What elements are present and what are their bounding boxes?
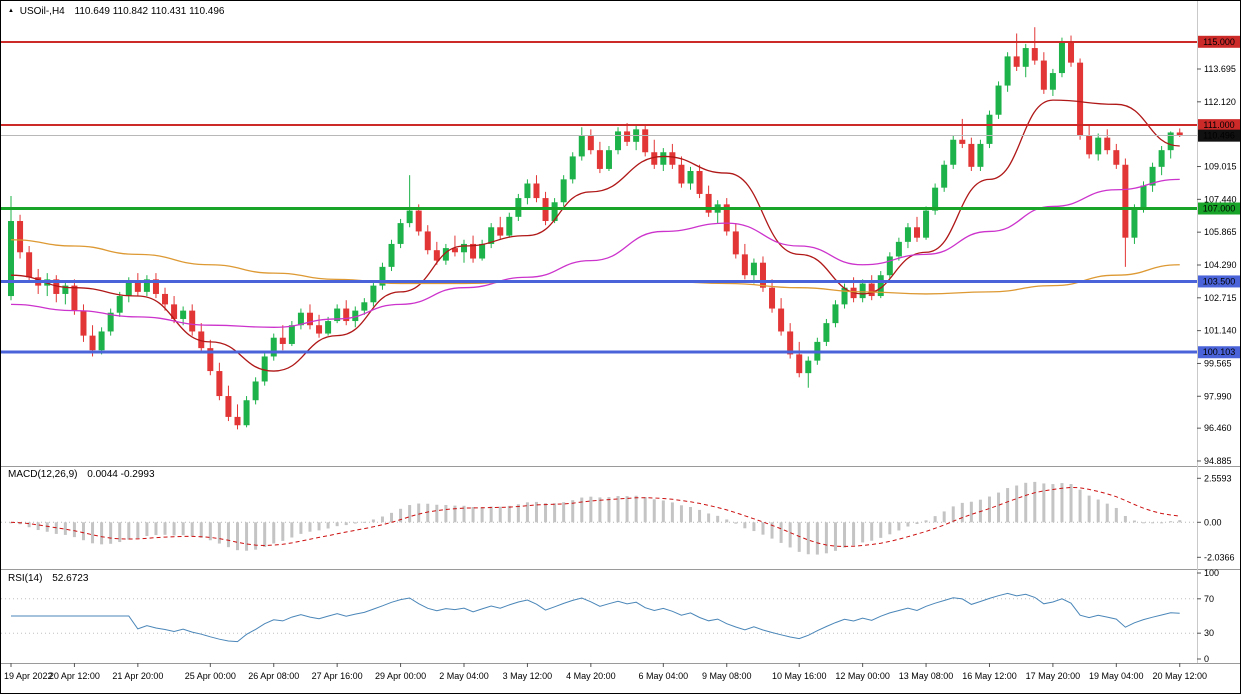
rsi-indicator-label: RSI(14) 52.6723 bbox=[8, 573, 88, 584]
moving-averages-layer bbox=[10, 99, 1180, 372]
candles-layer bbox=[8, 27, 1183, 430]
macd-name-label: MACD(12,26,9) bbox=[8, 469, 78, 480]
svg-text:16 May 12:00: 16 May 12:00 bbox=[962, 671, 1017, 681]
svg-text:2 May 04:00: 2 May 04:00 bbox=[439, 671, 489, 681]
svg-text:97.990: 97.990 bbox=[1204, 391, 1232, 401]
svg-text:115.000: 115.000 bbox=[1203, 37, 1235, 47]
svg-text:104.290: 104.290 bbox=[1204, 260, 1237, 270]
price-level-badge bbox=[1198, 202, 1240, 215]
macd-layer: 2.5593 0.00 -2.0366 bbox=[1, 473, 1235, 562]
svg-text:21 Apr 20:00: 21 Apr 20:00 bbox=[112, 671, 163, 681]
svg-text:70: 70 bbox=[1204, 594, 1214, 604]
svg-text:6 May 04:00: 6 May 04:00 bbox=[639, 671, 689, 681]
slow-ma-orange bbox=[10, 239, 1180, 295]
svg-text:29 Apr 00:00: 29 Apr 00:00 bbox=[375, 671, 426, 681]
svg-text:13 May 08:00: 13 May 08:00 bbox=[899, 671, 954, 681]
macd-values-readout: 0.0044 -0.2993 bbox=[87, 469, 155, 480]
svg-text:101.140: 101.140 bbox=[1204, 326, 1237, 336]
price-level-badge bbox=[1198, 275, 1240, 288]
svg-text:25 Apr 00:00: 25 Apr 00:00 bbox=[185, 671, 236, 681]
svg-text:100.103: 100.103 bbox=[1203, 347, 1236, 357]
price-axis[interactable]: 113.695 112.120 109.015 107.440 105.865 104.2… bbox=[1197, 35, 1241, 466]
svg-text:19 May 04:00: 19 May 04:00 bbox=[1089, 671, 1144, 681]
svg-text:3 May 12:00: 3 May 12:00 bbox=[503, 671, 553, 681]
svg-text:20 Apr 12:00: 20 Apr 12:00 bbox=[49, 671, 100, 681]
svg-text:111.000: 111.000 bbox=[1203, 120, 1234, 130]
horizontal-level-lines[interactable] bbox=[1, 40, 1197, 354]
svg-text:30: 30 bbox=[1204, 628, 1214, 638]
svg-text:19 Apr 2022: 19 Apr 2022 bbox=[4, 671, 53, 681]
current-price-badge bbox=[1198, 129, 1240, 142]
svg-text:109.015: 109.015 bbox=[1204, 162, 1237, 172]
svg-text:0: 0 bbox=[1204, 654, 1209, 664]
price-level-badge bbox=[1198, 346, 1240, 359]
svg-text:20 May 12:00: 20 May 12:00 bbox=[1152, 671, 1207, 681]
svg-text:107.000: 107.000 bbox=[1203, 204, 1236, 214]
svg-text:113.695: 113.695 bbox=[1204, 64, 1236, 74]
svg-text:17 May 20:00: 17 May 20:00 bbox=[1026, 671, 1081, 681]
svg-text:0.00: 0.00 bbox=[1204, 517, 1222, 527]
svg-text:2.5593: 2.5593 bbox=[1204, 473, 1232, 483]
symbol-timeframe-label: USOil-,H4 bbox=[19, 6, 65, 17]
ohlc-readout: 110.649 110.842 110.431 110.496 bbox=[74, 6, 225, 17]
chart-title-bar: ▲ USOil-,H4 110.649 110.842 110.431 110.… bbox=[8, 6, 225, 17]
svg-text:96.460: 96.460 bbox=[1204, 423, 1232, 433]
panel-separators bbox=[1, 1, 1240, 664]
rsi-value-readout: 52.6723 bbox=[52, 573, 89, 584]
price-level-badge bbox=[1198, 119, 1240, 132]
rsi-line bbox=[11, 592, 1180, 643]
svg-text:27 Apr 16:00: 27 Apr 16:00 bbox=[312, 671, 363, 681]
svg-text:110.496: 110.496 bbox=[1203, 131, 1235, 141]
svg-text:112.120: 112.120 bbox=[1204, 97, 1236, 107]
svg-text:10 May 16:00: 10 May 16:00 bbox=[772, 671, 827, 681]
rsi-name-label: RSI(14) bbox=[8, 573, 43, 584]
svg-text:100: 100 bbox=[1204, 568, 1219, 578]
fast-ma-red bbox=[10, 99, 1180, 372]
svg-text:102.715: 102.715 bbox=[1204, 293, 1237, 303]
macd-indicator-label: MACD(12,26,9) 0.0044 -0.2993 bbox=[8, 469, 155, 480]
svg-text:12 May 00:00: 12 May 00:00 bbox=[835, 671, 890, 681]
svg-text:-2.0366: -2.0366 bbox=[1204, 552, 1235, 562]
svg-text:103.500: 103.500 bbox=[1203, 276, 1236, 286]
svg-text:26 Apr 08:00: 26 Apr 08:00 bbox=[248, 671, 299, 681]
mid-ma-magenta bbox=[10, 178, 1180, 328]
svg-text:9 May 08:00: 9 May 08:00 bbox=[702, 671, 752, 681]
symbol-marker-icon: ▲ bbox=[8, 8, 14, 14]
svg-text:94.885: 94.885 bbox=[1204, 456, 1232, 466]
svg-text:99.565: 99.565 bbox=[1204, 358, 1232, 368]
rsi-layer: 100 70 30 0 bbox=[1, 568, 1219, 664]
macd-signal-line bbox=[10, 486, 1180, 547]
svg-text:105.865: 105.865 bbox=[1204, 227, 1237, 237]
price-level-badge bbox=[1198, 35, 1240, 48]
svg-text:107.440: 107.440 bbox=[1204, 194, 1237, 204]
svg-text:4 May 20:00: 4 May 20:00 bbox=[566, 671, 616, 681]
